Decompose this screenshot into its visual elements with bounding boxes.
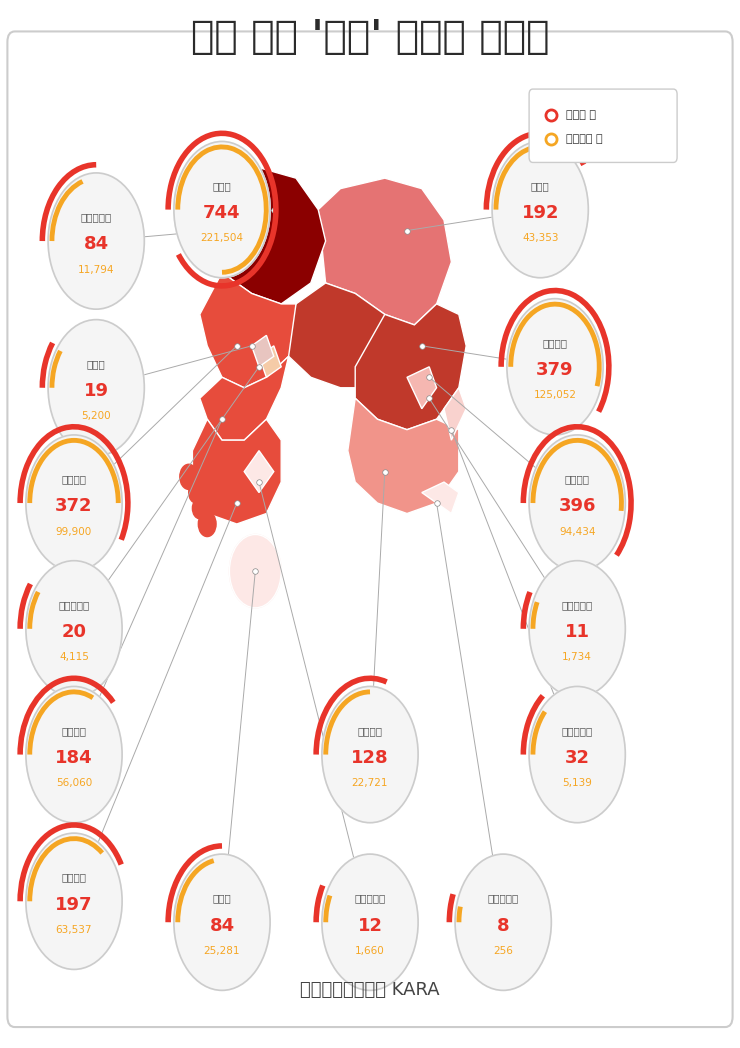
PathPatch shape <box>348 398 459 514</box>
Text: 379: 379 <box>536 362 574 379</box>
Text: 인천광역시: 인천광역시 <box>81 212 112 222</box>
PathPatch shape <box>259 346 281 377</box>
Text: 대구광역시: 대구광역시 <box>562 599 593 610</box>
Text: 경상북도: 경상북도 <box>565 474 590 484</box>
Text: 동물보호시민단체 KARA: 동물보호시민단체 KARA <box>300 981 440 1000</box>
Circle shape <box>198 511 216 537</box>
Circle shape <box>492 141 588 278</box>
Text: 11: 11 <box>565 624 590 641</box>
PathPatch shape <box>281 283 400 388</box>
Text: 125,052: 125,052 <box>534 391 576 400</box>
Text: 84: 84 <box>209 917 235 935</box>
Text: 25,281: 25,281 <box>204 946 241 956</box>
Text: 56,060: 56,060 <box>56 779 92 788</box>
Circle shape <box>192 498 207 519</box>
Circle shape <box>529 435 625 571</box>
Circle shape <box>48 320 144 456</box>
PathPatch shape <box>422 482 459 514</box>
Text: 5,139: 5,139 <box>562 779 592 788</box>
Text: 울산광역시: 울산광역시 <box>562 725 593 736</box>
Text: 1,660: 1,660 <box>355 946 385 956</box>
PathPatch shape <box>192 419 281 524</box>
Text: 세종시: 세종시 <box>87 358 106 369</box>
PathPatch shape <box>407 367 437 409</box>
Circle shape <box>48 173 144 309</box>
FancyBboxPatch shape <box>7 31 733 1027</box>
Text: 84: 84 <box>84 236 109 254</box>
Text: 5,200: 5,200 <box>81 412 111 421</box>
Text: 256: 256 <box>494 946 513 956</box>
Text: 충청북도: 충청북도 <box>542 337 568 348</box>
Text: 197: 197 <box>56 896 92 914</box>
Text: 128: 128 <box>352 749 389 767</box>
Text: 20: 20 <box>61 624 87 641</box>
Circle shape <box>26 435 122 571</box>
Text: 전라북도: 전라북도 <box>61 725 87 736</box>
Text: 63,537: 63,537 <box>56 925 92 935</box>
Text: 세계 유일 '식용' 개농장 분포도: 세계 유일 '식용' 개농장 분포도 <box>191 18 549 56</box>
PathPatch shape <box>355 304 466 430</box>
Text: 372: 372 <box>56 498 92 516</box>
Circle shape <box>322 686 418 823</box>
Text: 192: 192 <box>522 204 559 222</box>
Text: 충청남도: 충청남도 <box>61 474 87 484</box>
Circle shape <box>174 854 270 990</box>
PathPatch shape <box>252 335 274 367</box>
PathPatch shape <box>207 168 326 304</box>
Text: 개농장 수: 개농장 수 <box>566 110 596 121</box>
Text: 4,115: 4,115 <box>59 653 89 662</box>
Text: 부산광역시: 부산광역시 <box>488 893 519 903</box>
Text: 99,900: 99,900 <box>56 527 92 537</box>
Text: 94,434: 94,434 <box>559 527 596 537</box>
Text: 744: 744 <box>204 204 241 222</box>
Text: 11,794: 11,794 <box>78 265 115 275</box>
PathPatch shape <box>318 178 451 325</box>
PathPatch shape <box>200 210 215 252</box>
Text: 1,734: 1,734 <box>562 653 592 662</box>
Circle shape <box>322 854 418 990</box>
Text: 19: 19 <box>84 383 109 400</box>
Circle shape <box>174 141 270 278</box>
Text: 43,353: 43,353 <box>522 234 559 243</box>
PathPatch shape <box>200 272 296 388</box>
Text: 8: 8 <box>497 917 510 935</box>
Circle shape <box>455 854 551 990</box>
Text: 22,721: 22,721 <box>352 779 389 788</box>
Circle shape <box>26 561 122 697</box>
FancyBboxPatch shape <box>529 89 677 162</box>
Text: 사육마리 수: 사육마리 수 <box>566 134 602 145</box>
PathPatch shape <box>444 388 466 440</box>
Circle shape <box>26 686 122 823</box>
Text: 경상남도: 경상남도 <box>357 725 383 736</box>
PathPatch shape <box>200 356 289 440</box>
Text: 12: 12 <box>357 917 383 935</box>
Text: 396: 396 <box>559 498 596 516</box>
Text: 대전광역시: 대전광역시 <box>58 599 90 610</box>
Circle shape <box>189 482 204 503</box>
Text: 강원도: 강원도 <box>531 180 550 191</box>
Text: 제주도: 제주도 <box>212 893 232 903</box>
Circle shape <box>26 833 122 969</box>
Text: 221,504: 221,504 <box>201 234 243 243</box>
Circle shape <box>229 534 281 608</box>
Text: 전라남도: 전라남도 <box>61 872 87 882</box>
Text: 32: 32 <box>565 749 590 767</box>
Text: 광주광역시: 광주광역시 <box>354 893 386 903</box>
Text: 184: 184 <box>56 749 92 767</box>
PathPatch shape <box>244 451 274 493</box>
Text: 경기도: 경기도 <box>212 180 232 191</box>
Circle shape <box>529 686 625 823</box>
Circle shape <box>529 561 625 697</box>
Circle shape <box>507 299 603 435</box>
Circle shape <box>180 464 198 489</box>
